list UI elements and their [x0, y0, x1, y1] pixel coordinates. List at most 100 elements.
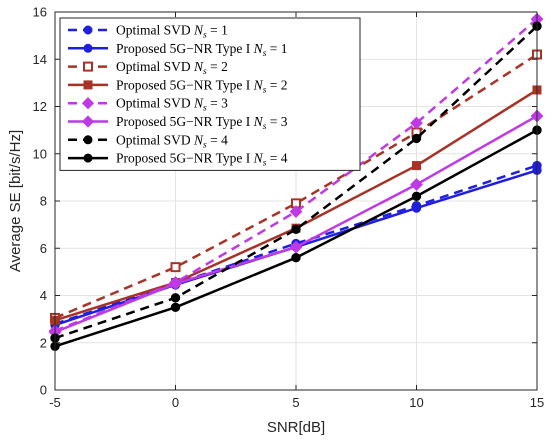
legend-ns-equals: = — [207, 132, 221, 147]
legend-series-name: Proposed 5G−NR Type I — [116, 77, 251, 92]
legend-ns-equals: = — [207, 59, 221, 74]
x-tick-label: 10 — [409, 395, 423, 410]
legend-series-name: Optimal SVD — [116, 132, 191, 147]
legend-ns-subscript: s — [203, 67, 207, 77]
legend-swatch-marker — [83, 135, 93, 145]
legend-swatch-marker — [83, 61, 93, 72]
legend-ns-subscript: s — [263, 159, 267, 169]
y-tick-label: 16 — [33, 5, 47, 20]
series-line — [54, 53, 538, 320]
legend-entry: Optimal SVD Ns = 1 — [68, 23, 228, 41]
legend-ns-symbol: N — [250, 151, 263, 166]
data-point — [291, 253, 301, 263]
legend-label: Proposed 5G−NR Type I Ns = 1 — [116, 41, 288, 59]
legend-ns-subscript: s — [263, 49, 267, 59]
x-tick-label: -5 — [49, 395, 61, 410]
legend-series-name: Optimal SVD — [116, 59, 191, 74]
legend-ns-symbol: N — [191, 59, 204, 74]
series-8 — [50, 125, 542, 351]
data-point — [170, 262, 181, 273]
legend-series-name: Proposed 5G−NR Type I — [116, 151, 251, 166]
legend-ns-value: 1 — [281, 41, 288, 56]
x-axis-label: SNR[dB] — [267, 419, 325, 436]
legend-ns-symbol: N — [250, 114, 263, 129]
legend-swatch-marker — [83, 153, 93, 163]
legend-series-name: Optimal SVD — [116, 96, 191, 111]
legend-label: Proposed 5G−NR Type I Ns = 4 — [116, 151, 288, 169]
y-axis-label: Average SE [bit/s/Hz] — [7, 130, 24, 272]
series-line — [54, 164, 538, 326]
data-point — [289, 240, 303, 254]
legend-ns-symbol: N — [250, 41, 263, 56]
legend-ns-symbol: N — [191, 96, 204, 111]
legend-label: Proposed 5G−NR Type I Ns = 2 — [116, 77, 288, 95]
y-tick-label: 12 — [33, 99, 47, 114]
legend-ns-subscript: s — [263, 85, 267, 95]
data-point — [410, 116, 423, 130]
legend-label: Optimal SVD Ns = 3 — [116, 96, 228, 114]
data-point — [289, 205, 303, 219]
data-point — [169, 277, 182, 291]
legend-box — [59, 17, 361, 171]
data-point — [410, 178, 423, 191]
data-point — [411, 191, 422, 201]
series-layer — [48, 12, 544, 351]
legend-entry: Optimal SVD Ns = 2 — [68, 59, 228, 77]
legend-label: Optimal SVD Ns = 4 — [116, 132, 228, 150]
data-point — [411, 203, 422, 213]
legend-ns-subscript: s — [263, 122, 267, 132]
legend-ns-value: 3 — [281, 114, 288, 129]
legend-ns-value: 4 — [281, 151, 288, 166]
y-tick-label: 14 — [33, 52, 47, 67]
legend-ns-equals: = — [266, 151, 280, 166]
legend-swatch-marker — [83, 25, 93, 35]
series-6 — [48, 109, 544, 339]
legend-entry: Proposed 5G−NR Type I Ns = 2 — [68, 77, 288, 95]
legend-ns-value: 4 — [221, 132, 228, 147]
x-tick-label: 0 — [172, 395, 179, 410]
series-7 — [50, 21, 542, 343]
series-line — [54, 25, 538, 340]
legend-ns-equals: = — [207, 23, 221, 38]
legend-series-name: Optimal SVD — [116, 23, 191, 38]
legend-ns-value: 1 — [221, 23, 228, 38]
y-tick-label: 2 — [40, 335, 47, 350]
legend-series-name: Proposed 5G−NR Type I — [116, 41, 251, 56]
legend-ns-symbol: N — [191, 23, 204, 38]
legend-ns-value: 3 — [221, 96, 228, 111]
legend-swatch-marker — [83, 80, 93, 90]
legend-label: Optimal SVD Ns = 1 — [116, 23, 228, 41]
y-tick-label: 4 — [40, 288, 47, 303]
legend-ns-equals: = — [207, 96, 221, 111]
y-tick-label: 8 — [40, 194, 47, 209]
legend-ns-subscript: s — [203, 140, 207, 150]
data-point — [170, 293, 181, 303]
legend-entry: Proposed 5G−NR Type I Ns = 1 — [68, 41, 288, 59]
legend-swatch-marker — [81, 115, 95, 128]
legend-entry: Optimal SVD Ns = 3 — [68, 96, 228, 114]
legend-ns-equals: = — [266, 41, 280, 56]
legend-ns-symbol: N — [250, 77, 263, 92]
legend-ns-subscript: s — [203, 104, 207, 114]
data-point — [291, 224, 301, 235]
y-tick-label: 6 — [40, 241, 47, 256]
legend-entry: Proposed 5G−NR Type I Ns = 4 — [68, 151, 288, 169]
y-tick-label: 10 — [33, 146, 47, 161]
data-point — [411, 133, 422, 144]
legend-label: Optimal SVD Ns = 2 — [116, 59, 228, 77]
legend-series-name: Proposed 5G−NR Type I — [116, 114, 251, 129]
legend-entry: Optimal SVD Ns = 4 — [68, 132, 228, 150]
x-tick-label: 5 — [292, 395, 299, 410]
data-point — [412, 161, 421, 171]
legend-ns-equals: = — [266, 77, 280, 92]
legend-swatch-marker — [81, 97, 95, 110]
legend-ns-symbol: N — [191, 132, 204, 147]
legend-swatch-marker — [83, 43, 93, 53]
data-point — [170, 302, 181, 313]
legend-ns-value: 2 — [221, 59, 228, 74]
legend-ns-value: 2 — [281, 77, 288, 92]
legend-ns-equals: = — [266, 114, 280, 129]
